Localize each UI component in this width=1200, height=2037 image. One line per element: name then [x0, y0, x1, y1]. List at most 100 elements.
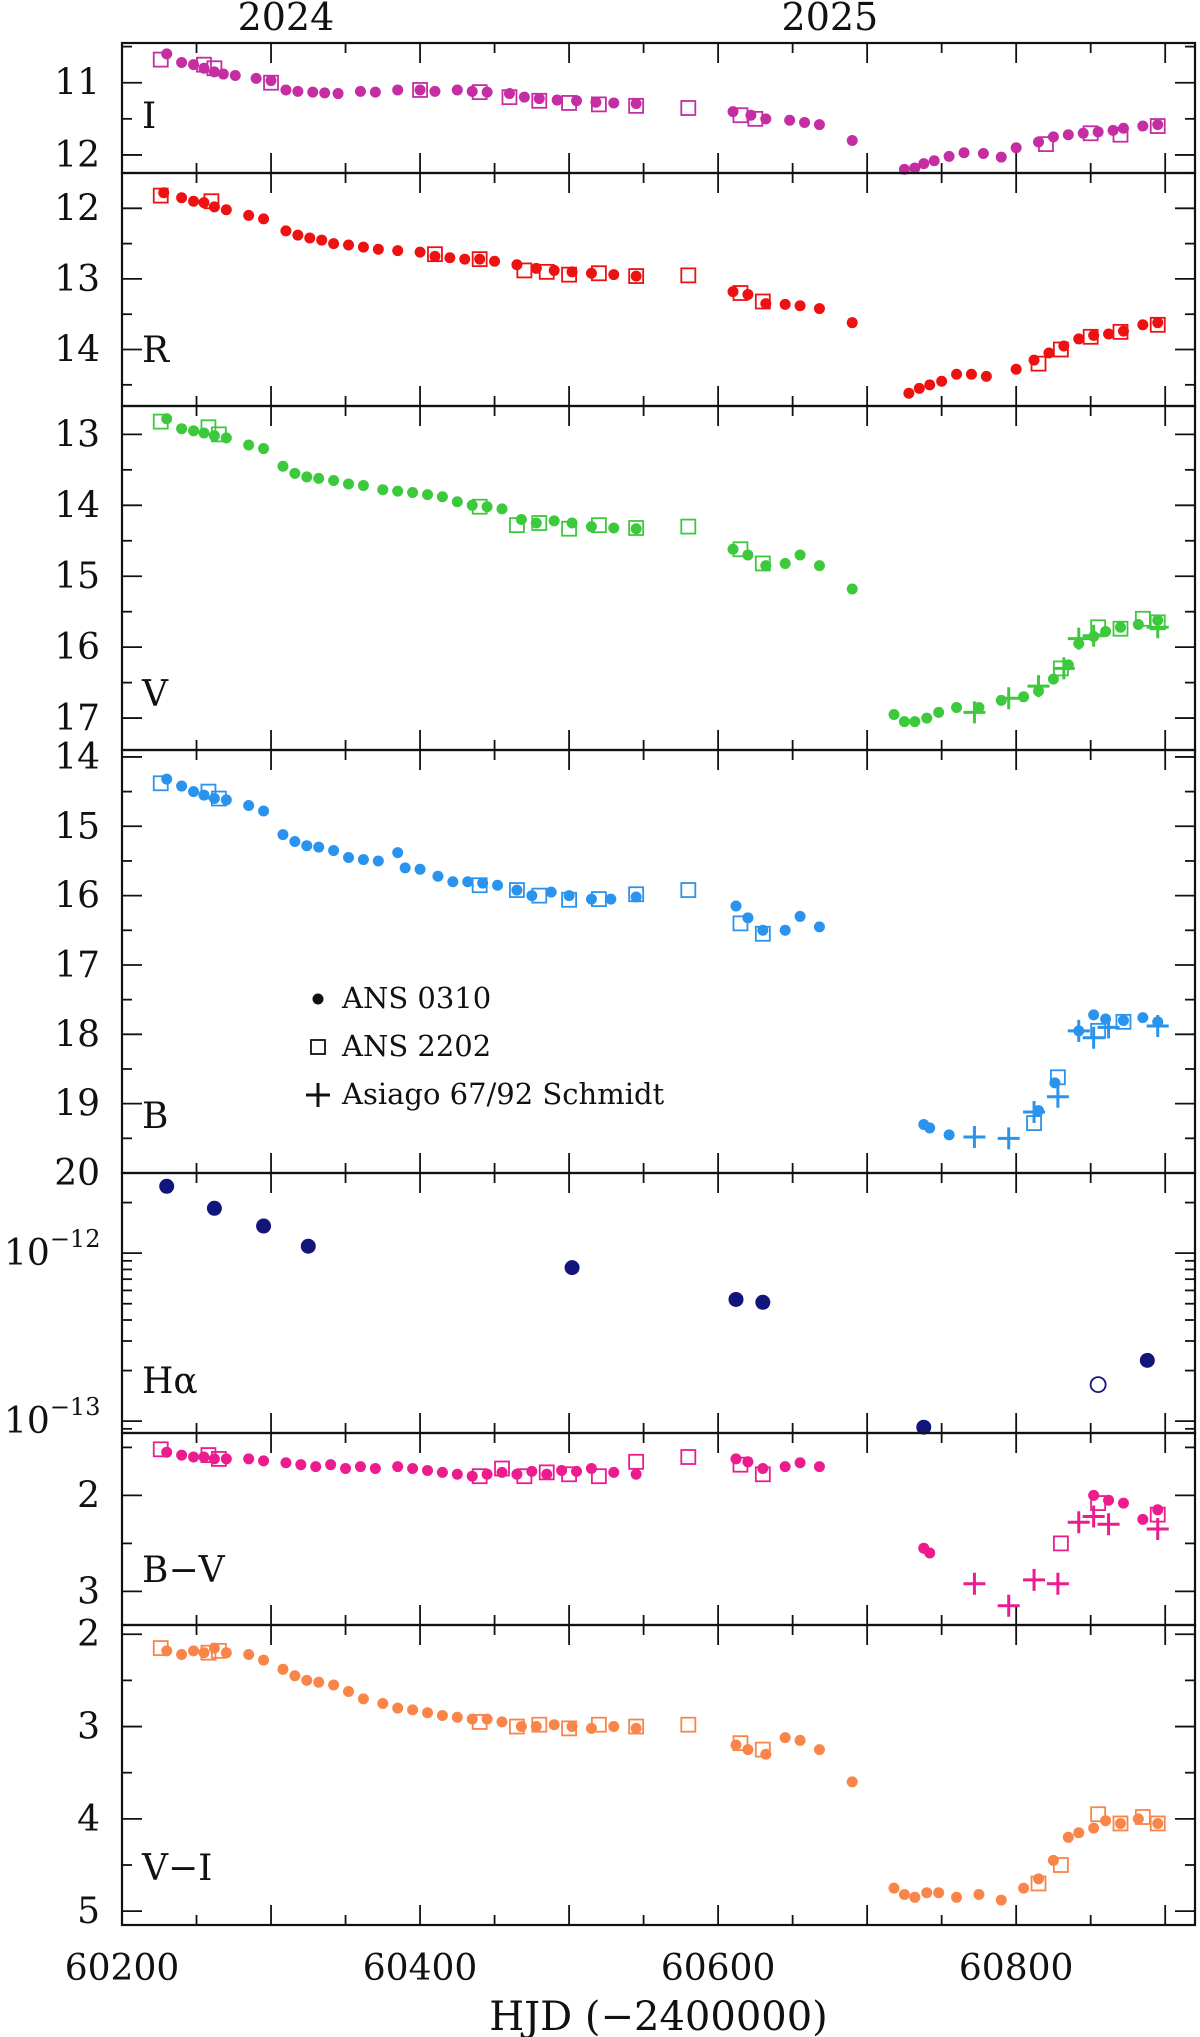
data-point-ans0310: [243, 799, 255, 811]
data-point-ans0310: [313, 841, 325, 853]
data-point-ans2202: [628, 520, 645, 536]
data-point-ans0310: [921, 1887, 933, 1899]
data-point-ans0310: [300, 1238, 316, 1254]
data-point-ans0310: [1010, 363, 1022, 375]
data-point-ans0310: [206, 1200, 222, 1216]
x-tick-label: 60400: [363, 1948, 478, 1989]
data-point-ans0310: [392, 1702, 404, 1714]
data-point-asiago: [1023, 1568, 1046, 1591]
data-point-ans0310: [280, 84, 292, 96]
data-point-ans0310: [530, 517, 542, 529]
y-tick-label: 12: [54, 135, 100, 176]
data-point-ans2202: [1052, 341, 1069, 358]
data-point-ans2202: [754, 555, 771, 572]
data-point-asiago: [1097, 1016, 1120, 1039]
panel-5: 10−13 10−12 Hα: [4, 1171, 1197, 1442]
x-axis: 60200 60400 60600 60800 HJD (−2400000) 2024 20…: [65, 0, 1074, 2037]
data-point-ans0310: [608, 269, 620, 281]
data-point-ans2202: [590, 96, 607, 113]
legend: ANS 0310 ANS 2202 Asiago 67/92 Schmidt: [306, 981, 665, 1111]
data-point-ans0310: [515, 513, 527, 525]
data-point-ans0310: [392, 245, 404, 257]
data-point-ans0310: [909, 716, 921, 728]
data-point-ans0310: [605, 893, 617, 905]
data-point-ans0310: [208, 201, 220, 213]
data-point-ans0310: [313, 472, 325, 484]
data-point-ans2202: [732, 285, 749, 301]
data-point-asiago: [1082, 624, 1105, 647]
data-point-ans2202: [561, 1466, 577, 1483]
data-point-ans2202: [1115, 1013, 1132, 1030]
data-point-ans2202: [680, 1716, 697, 1733]
data-point-ans0310: [951, 368, 963, 380]
data-point-ans0310: [407, 1463, 419, 1475]
data-point-ans2202: [754, 1466, 771, 1483]
data-point-ans2202: [1090, 1495, 1107, 1511]
data-point-ans0310: [310, 1461, 322, 1473]
data-point-ans0310: [608, 522, 620, 534]
panel-7: 2 3 4 5 V−I: [77, 1614, 1197, 1932]
data-point-asiago: [997, 1127, 1020, 1150]
data-point-ans0310: [1117, 1497, 1129, 1509]
data-point-ans0310: [951, 1891, 963, 1903]
data-point-ans0310: [965, 368, 977, 380]
legend-square-icon: [310, 1039, 326, 1055]
data-point-ans2202: [206, 60, 223, 77]
data-point-asiago: [1046, 1085, 1069, 1108]
data-point-ans0310: [813, 1744, 825, 1756]
data-point-ans2202: [210, 1451, 227, 1467]
data-point-ans0310: [258, 213, 270, 225]
data-point-ans0310: [256, 1218, 272, 1234]
data-point-ans0310: [354, 85, 366, 97]
data-point-ans0310: [779, 1732, 791, 1744]
data-point-ans0310: [292, 85, 304, 97]
data-point-ans0310: [436, 1709, 448, 1721]
data-point-ans0310: [995, 1894, 1007, 1906]
data-point-ans0310: [1152, 1817, 1164, 1829]
data-point-ans0310: [921, 712, 933, 724]
data-point-ans2202: [680, 518, 697, 535]
data-point-ans0310: [429, 85, 441, 97]
data-point-ans0310: [407, 487, 419, 499]
data-point-ans0310: [161, 48, 173, 60]
data-point-ans2202: [1082, 328, 1099, 345]
data-point-ans2202: [1134, 1809, 1151, 1825]
panel-label: V: [141, 674, 169, 715]
data-point-ans2202: [531, 1716, 548, 1733]
data-point-ans0310: [258, 1455, 270, 1467]
data-point-ans2202: [561, 1720, 577, 1737]
data-point-ans0310: [357, 1693, 369, 1705]
y-tick-label: 2: [77, 1614, 100, 1655]
data-point-ans0310: [265, 75, 277, 87]
data-point-ans0310: [459, 253, 471, 265]
data-point-asiago: [997, 1594, 1020, 1617]
data-point-ans0310: [1088, 1009, 1100, 1021]
data-point-ans0310: [566, 1721, 578, 1733]
data-point-ans2202: [210, 790, 227, 807]
data-point-ans0310: [414, 246, 426, 258]
data-point-ans2202: [471, 1714, 488, 1730]
panel-3: 13 14 15 16 17 V: [54, 404, 1197, 752]
data-point-ans0310: [933, 706, 945, 718]
data-point-ans2202: [501, 89, 518, 106]
data-point-ans2202: [152, 775, 169, 792]
data-point-ans0310: [432, 870, 444, 882]
data-point-ans0310: [188, 1451, 200, 1463]
data-point-ans2202: [732, 1735, 749, 1752]
data-point-ans0310: [451, 496, 463, 508]
y-tick-label: 5: [77, 1891, 100, 1932]
data-point-ans0310: [888, 1882, 900, 1894]
data-point-ans0310: [444, 252, 456, 264]
data-point-ans0310: [161, 1446, 173, 1458]
data-point-ans0310: [328, 845, 340, 857]
panel-4: 14 15 16 17 18 19 20 B: [54, 737, 1197, 1194]
data-point-ans0310: [407, 1704, 419, 1716]
data-point-ans0310: [794, 910, 806, 922]
data-point-ans0310: [1049, 1077, 1061, 1089]
data-point-ans2202: [561, 891, 577, 908]
legend-entry-label: ANS 2202: [341, 1029, 491, 1063]
data-point-ans2202: [516, 262, 533, 279]
data-point-open: [1089, 1376, 1107, 1394]
data-point-ans0310: [451, 84, 463, 96]
panel-label: Hα: [142, 1361, 198, 1402]
